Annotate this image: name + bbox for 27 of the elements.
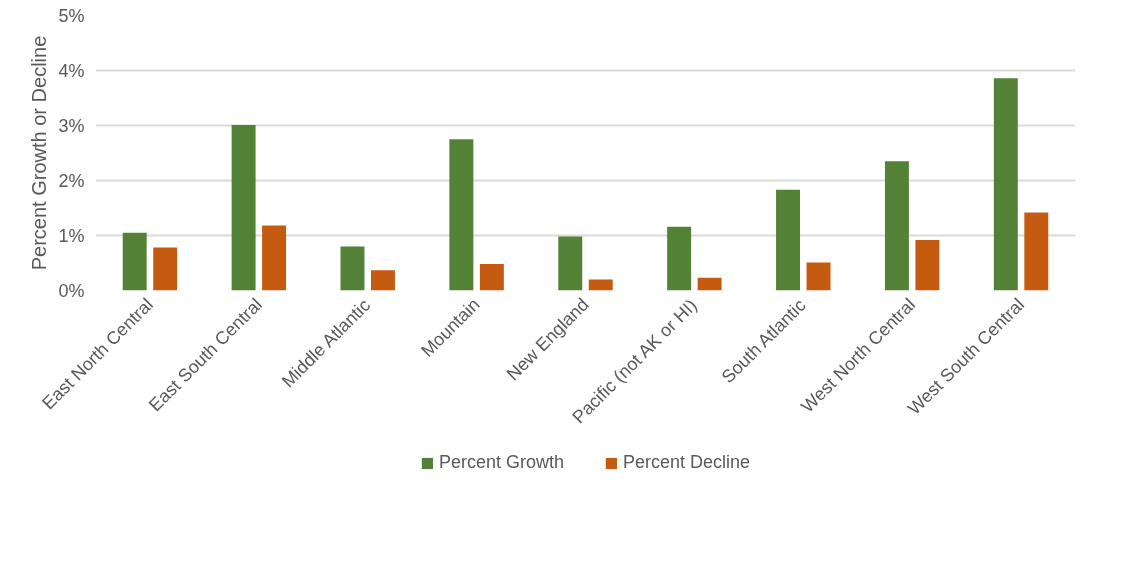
bar (153, 247, 178, 291)
y-axis-title: Percent Growth or Decline (28, 35, 51, 271)
bar (588, 279, 613, 291)
bar (449, 139, 474, 291)
y-tick-label: 0% (58, 280, 85, 301)
y-tick-label: 4% (58, 60, 85, 81)
y-tick-label: 2% (58, 170, 85, 191)
y-tick-label: 5% (58, 5, 85, 26)
bar (806, 262, 831, 291)
bar (231, 124, 256, 291)
bar (884, 161, 909, 291)
y-tick-label: 3% (58, 115, 85, 136)
bar (667, 226, 692, 291)
bar (915, 239, 940, 291)
legend-label: Percent Growth (438, 452, 564, 473)
bar (776, 189, 801, 291)
bar (479, 264, 504, 291)
bar (558, 236, 583, 291)
bar (122, 232, 147, 291)
bar (340, 246, 365, 291)
legend-label: Percent Decline (622, 452, 751, 473)
bar (1024, 212, 1049, 291)
bar (370, 270, 395, 291)
bar (993, 78, 1018, 291)
bar (697, 277, 722, 291)
bar (262, 225, 287, 291)
y-tick-label: 1% (58, 225, 85, 246)
